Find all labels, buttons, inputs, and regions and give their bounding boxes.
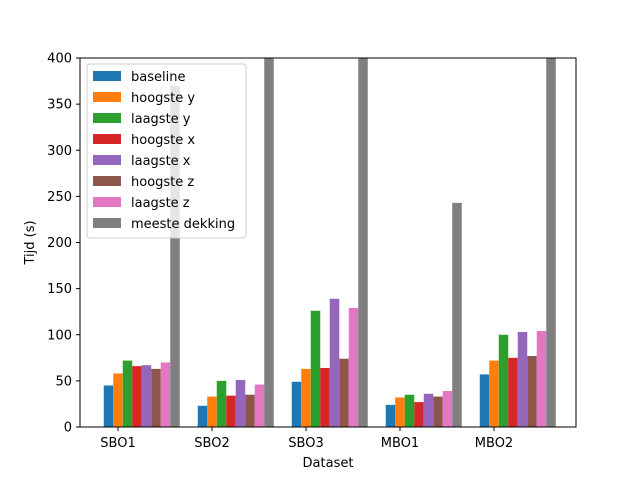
bar-mbo1-hoogste-y xyxy=(395,397,405,427)
legend-swatch xyxy=(93,113,121,123)
legend-swatch xyxy=(93,197,121,207)
legend-label: laagste y xyxy=(131,112,191,127)
y-tick-label: 250 xyxy=(47,190,72,205)
bar-mbo2-hoogste-z xyxy=(527,355,537,427)
y-tick-label: 400 xyxy=(47,52,72,67)
legend: baseline hoogste y laagste y hoogste x laags… xyxy=(86,63,247,239)
y-tick-label: 200 xyxy=(47,236,72,251)
bar-mbo1-hoogste-x xyxy=(414,402,424,427)
legend-swatch xyxy=(93,218,121,228)
x-axis: SBO1 SBO2 SBO3 MBO1 MBO2 xyxy=(100,427,513,451)
y-tick-label: 150 xyxy=(47,282,72,297)
bar-sbo3-meeste-dekking xyxy=(358,58,368,427)
x-tick-label: MBO1 xyxy=(381,436,419,451)
bar-sbo1-laagste-z xyxy=(160,362,171,427)
y-tick-label: 0 xyxy=(64,421,72,436)
legend-swatch xyxy=(93,176,121,186)
bar-sbo2-laagste-y xyxy=(216,380,227,428)
bar-mbo1-laagste-z xyxy=(442,391,453,427)
bar-sbo3-hoogste-y xyxy=(301,368,311,427)
legend-label: hoogste y xyxy=(131,91,195,106)
bar-sbo1-laagste-y xyxy=(122,360,133,427)
bar-mbo1-baseline xyxy=(385,404,396,427)
bar-sbo1-hoogste-z xyxy=(151,368,161,427)
x-tick-label: SBO1 xyxy=(100,436,135,451)
legend-label: meeste dekking xyxy=(131,217,235,232)
bar-sbo3-baseline xyxy=(291,381,302,427)
y-axis-label: Tijd (s) xyxy=(23,220,38,265)
bars-layer xyxy=(103,58,556,428)
legend-label: hoogste z xyxy=(131,175,194,190)
legend-swatch xyxy=(93,155,121,165)
y-tick-label: 300 xyxy=(47,144,72,159)
bar-mbo2-laagste-x xyxy=(517,331,528,427)
legend-box xyxy=(86,63,247,239)
bar-sbo1-baseline xyxy=(103,385,114,427)
bar-mbo2-meeste-dekking xyxy=(546,58,556,427)
x-tick-label: SBO2 xyxy=(194,436,229,451)
y-axis: 0 50 100 150 200 250 300 350 400 xyxy=(47,52,80,436)
bar-sbo3-laagste-z xyxy=(348,308,359,427)
bar-mbo2-baseline xyxy=(479,374,490,427)
x-tick-label: MBO2 xyxy=(475,436,513,451)
bar-mbo1-meeste-dekking xyxy=(452,202,462,427)
bar-sbo3-laagste-x xyxy=(329,298,340,427)
bar-sbo1-hoogste-y xyxy=(113,373,123,427)
bar-sbo2-laagste-z xyxy=(254,384,265,427)
y-tick-label: 100 xyxy=(47,328,72,343)
legend-swatch xyxy=(93,134,121,144)
bar-sbo3-hoogste-z xyxy=(339,358,349,427)
x-axis-label: Dataset xyxy=(303,456,354,471)
bar-sbo1-laagste-x xyxy=(141,365,152,427)
x-tick-label: SBO3 xyxy=(288,436,323,451)
bar-mbo1-laagste-y xyxy=(404,394,415,427)
legend-swatch xyxy=(93,71,121,81)
legend-label: baseline xyxy=(131,70,185,85)
bar-sbo2-baseline xyxy=(197,405,208,427)
bar-sbo1-meeste-dekking xyxy=(170,85,180,428)
bar-sbo2-hoogste-z xyxy=(245,394,255,427)
y-tick-label: 50 xyxy=(55,374,72,389)
bar-mbo1-laagste-x xyxy=(423,393,434,427)
bar-mbo1-hoogste-z xyxy=(433,396,443,427)
bar-mbo2-hoogste-y xyxy=(489,360,499,427)
y-tick-label: 350 xyxy=(47,98,72,113)
bar-sbo2-hoogste-x xyxy=(226,395,236,427)
legend-label: laagste z xyxy=(131,196,190,211)
bar-mbo2-laagste-y xyxy=(498,334,509,427)
legend-swatch xyxy=(93,92,121,102)
legend-label: laagste x xyxy=(131,154,191,169)
bar-sbo2-hoogste-y xyxy=(207,396,217,427)
bar-sbo3-laagste-y xyxy=(310,310,321,427)
bar-mbo2-hoogste-x xyxy=(508,357,518,427)
bar-sbo3-hoogste-x xyxy=(320,367,330,427)
bar-sbo2-meeste-dekking xyxy=(264,58,274,427)
bar-sbo2-laagste-x xyxy=(235,379,246,427)
legend-label: hoogste x xyxy=(131,133,195,148)
bar-sbo1-hoogste-x xyxy=(132,366,142,427)
bar-mbo2-laagste-z xyxy=(536,331,547,427)
